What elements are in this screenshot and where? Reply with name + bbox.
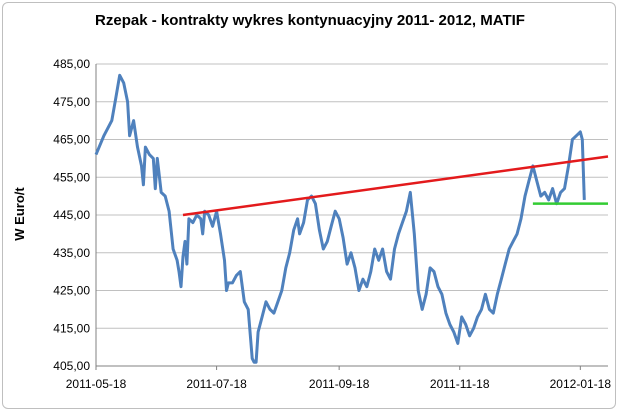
x-tick-label: 2011-09-18	[309, 377, 370, 391]
x-tick-labels: 2011-05-18 2011-07-18 2011-09-18 2011-11-18…	[66, 366, 612, 391]
chart-title: Rzepak - kontrakty wykres kontynuacyjny …	[95, 12, 525, 29]
y-tick-label: 465,00	[53, 133, 90, 147]
y-tick-label: 455,00	[53, 170, 90, 184]
plot-area	[94, 73, 609, 364]
resistance-trendline	[182, 155, 609, 217]
y-tick-label: 405,00	[53, 359, 90, 373]
y-tick-label: 415,00	[53, 321, 90, 335]
x-tick-label: 2011-05-18	[66, 377, 127, 391]
y-tick-label: 445,00	[53, 208, 90, 222]
x-tick-label: 2011-07-18	[186, 377, 247, 391]
gridlines	[95, 63, 608, 367]
x-tick-label: 2012-01-18	[550, 377, 612, 391]
y-tick-label: 425,00	[53, 284, 90, 298]
y-tick-label: 485,00	[53, 57, 90, 71]
chart-frame	[2, 2, 616, 409]
price-series-line	[94, 73, 586, 364]
y-tick-labels: 405,00 415,00 425,00 435,00 445,00 455,00 465,…	[53, 57, 90, 373]
x-tick-label: 2011-11-18	[430, 377, 490, 391]
y-tick-label: 435,00	[53, 246, 90, 260]
y-tick-label: 475,00	[53, 95, 90, 109]
